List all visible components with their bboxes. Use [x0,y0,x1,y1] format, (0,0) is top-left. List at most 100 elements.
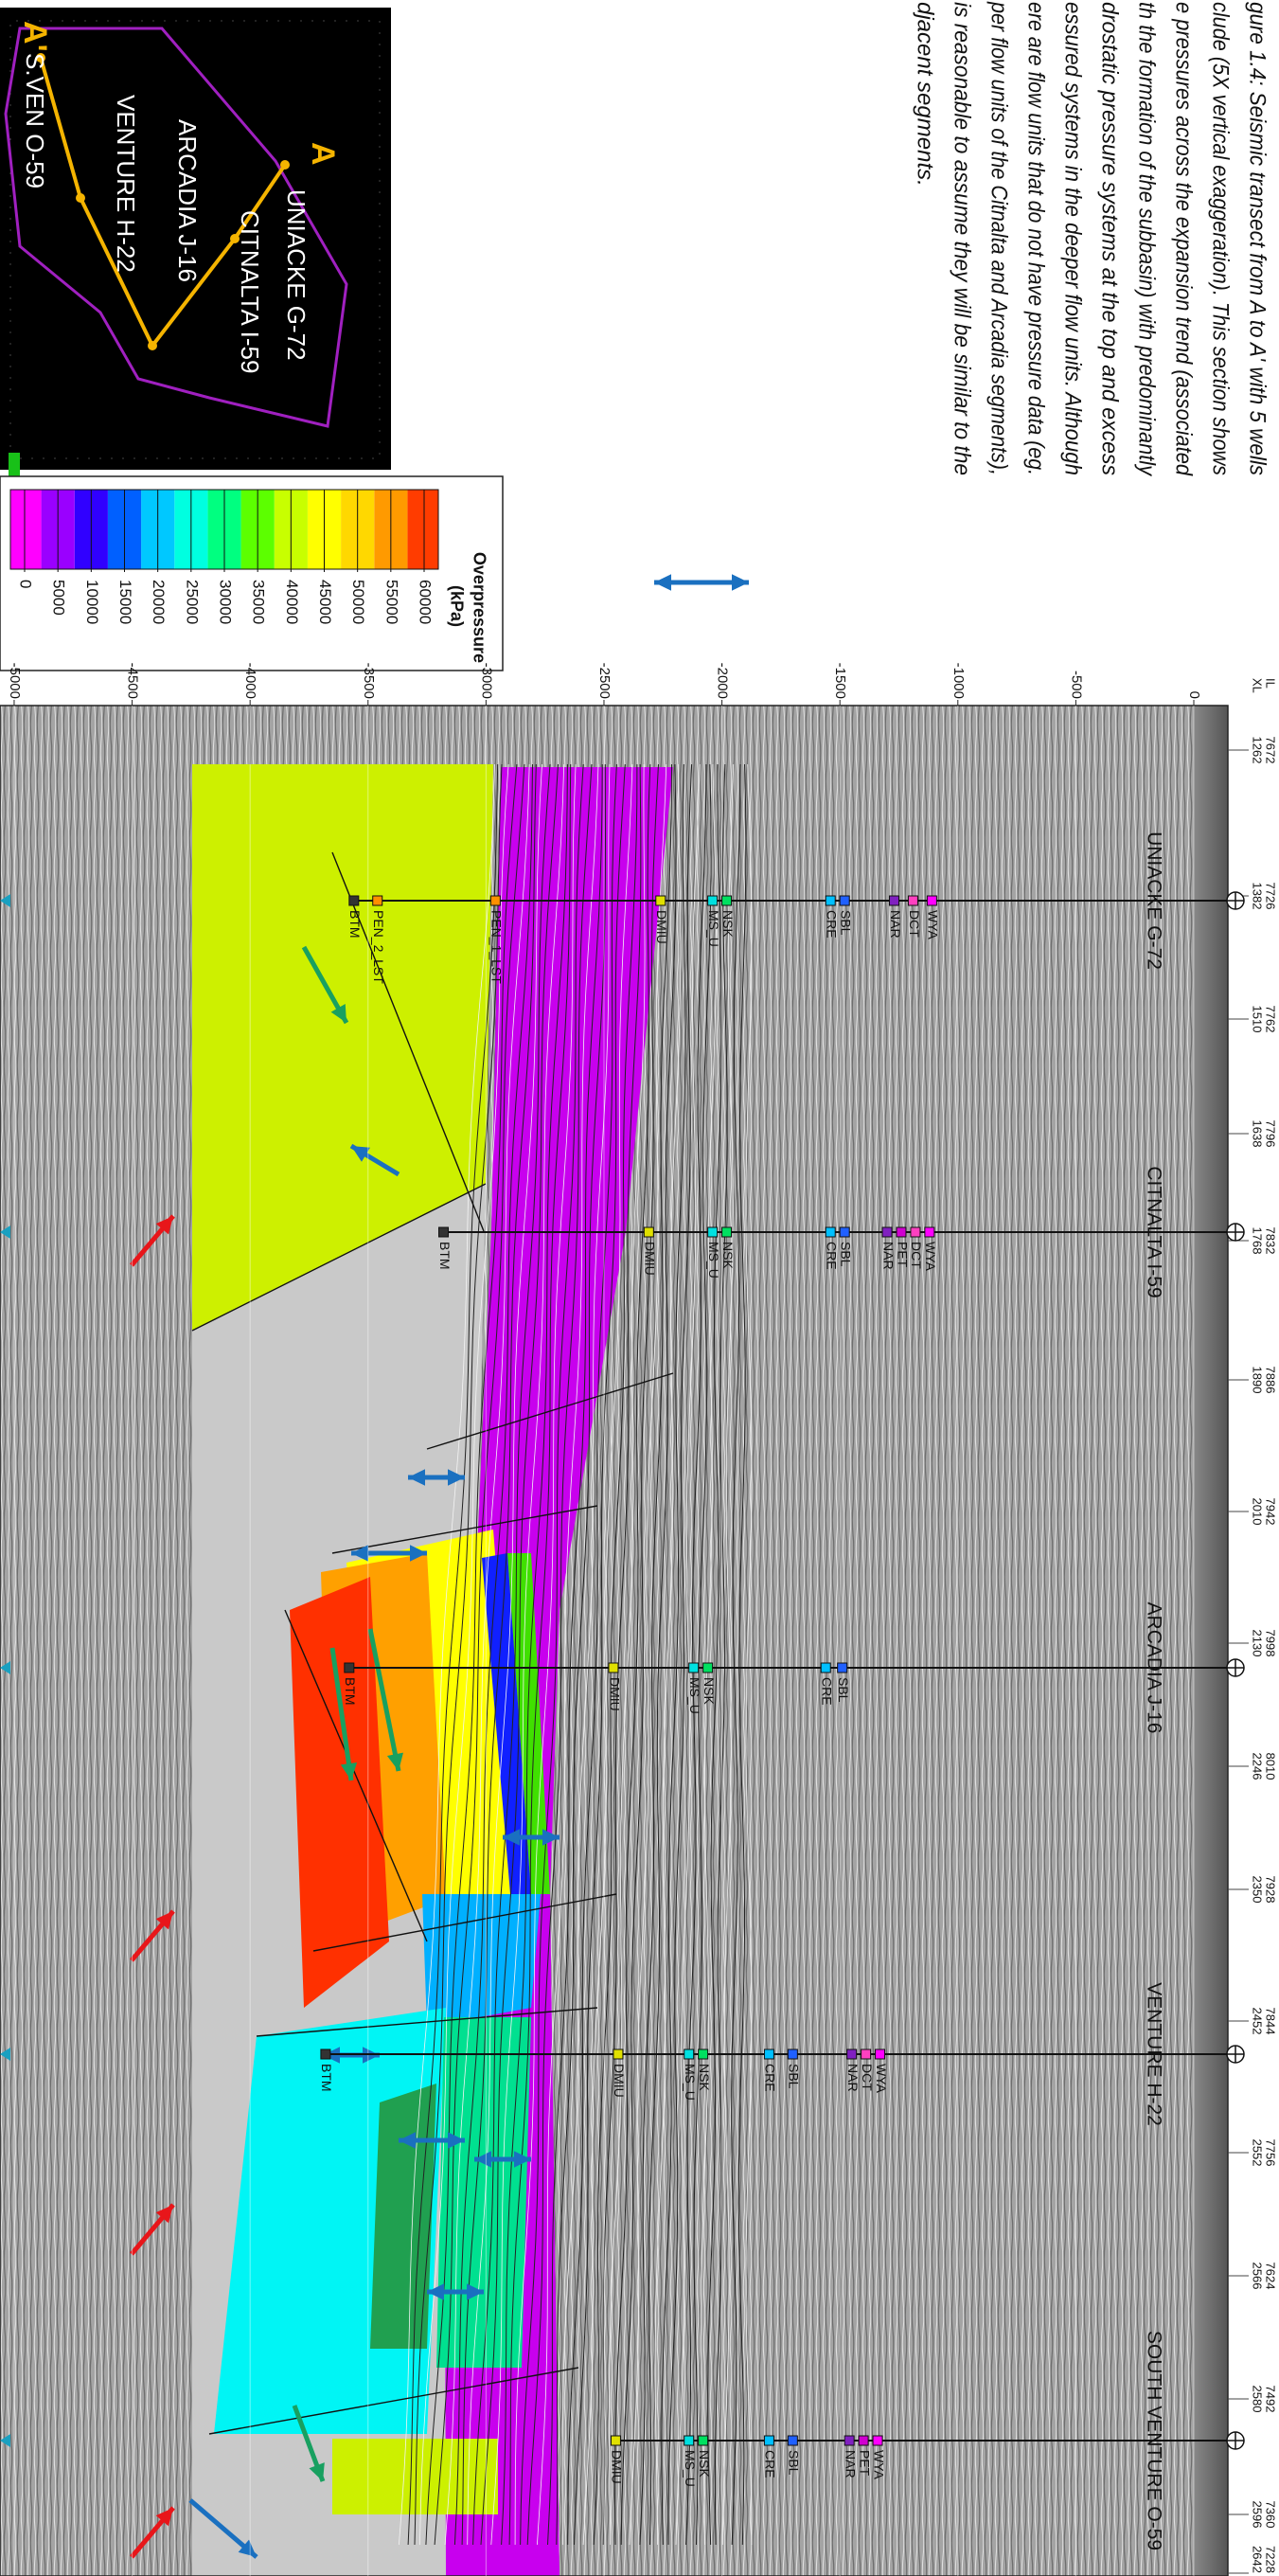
stratum [561,763,611,2546]
formation-label: NSK [702,1677,717,1705]
arrow-head [409,1545,427,1562]
formation-marker [438,1226,450,1238]
arrow-head [447,2132,465,2149]
fault [426,1372,674,1450]
stratum [685,763,707,2546]
formation-label: SBL [787,2450,802,2476]
formation-marker [688,1662,700,1673]
caption-line: djacent segments. [913,2,938,187]
formation-label: NAR [888,910,903,939]
map-label: CITNALTA I-59 [236,210,264,373]
well-triangle [0,894,10,907]
formation-marker [907,895,918,906]
arrow-head [513,2151,531,2168]
formation-label: CRE [763,2064,778,2092]
formation-marker [320,2048,331,2060]
y-tick-label: -3500 [361,663,377,699]
stratum [620,763,659,2546]
arrow-head [238,2539,257,2557]
fault [331,1505,598,1554]
strata [399,763,753,2546]
stratum [654,763,682,2546]
map-label: VENTURE H-22 [112,95,140,273]
y-tick-label: -1500 [832,663,848,699]
y-tick-label: -500 [1068,671,1084,699]
well-name: UNIACKE G-72 [1143,832,1164,970]
trace-label: 2350 [1251,1876,1265,1904]
arrow [329,1647,354,1781]
stratum [648,763,677,2546]
well-triangle [0,2434,10,2447]
trace-label: 7844 [1264,2008,1278,2035]
trace-label: 7998 [1264,1630,1278,1657]
y-tick-label: -2500 [596,663,613,699]
formation-label: MS_U [706,910,721,947]
trace-label: 2596 [1251,2501,1265,2529]
axis-label: XL [1251,678,1265,693]
arrow-head [351,1146,370,1162]
legend-label: 0 [17,580,35,588]
legend-label: 40000 [283,580,301,624]
formation-marker [787,2048,798,2060]
stratum [731,763,741,2546]
well-triangle [0,2048,10,2061]
arrow-head [447,1469,465,1486]
fault [256,2007,598,2037]
stratum [700,763,718,2546]
faults [191,851,674,2435]
trace-label: 7228 [1264,2546,1278,2573]
arrow [367,1628,401,1772]
legend-label: 5000 [50,580,68,616]
map-label: A' [17,21,53,52]
stratum [582,763,633,2546]
trace-label: 7492 [1264,2386,1278,2413]
formation-label: DMIU [612,2064,627,2098]
stratum [399,763,495,2546]
trace-label: 7756 [1264,2139,1278,2167]
arrow-head [408,1469,426,1486]
formation-marker [825,895,836,906]
formation-marker [872,2435,883,2446]
formation-label: BTM [319,2064,334,2092]
map-well [280,160,290,170]
arrow-head [654,574,672,591]
stratum [737,763,747,2546]
map-well [230,234,240,243]
formation-label: CRE [825,1242,840,1270]
caption-line: th the formation of the subbasin) with p… [1134,2,1160,477]
well-triangle [0,1225,10,1239]
pressure-fill [332,2439,498,2514]
stratum [661,763,686,2546]
formation-label: SBL [838,910,853,936]
stratum [526,763,593,2546]
formation-marker [926,895,937,906]
formation-label: DMIU [654,910,669,944]
formation-label: SBL [787,2064,802,2089]
stratum [467,763,542,2546]
well-symbol [1227,1659,1244,1676]
formation-label: MS_U [683,2064,698,2101]
formation-label: DMIU [607,1677,622,1711]
formation-marker [846,2048,858,2060]
arrow-head [330,1004,346,1023]
well-symbol [1227,892,1244,909]
stratum [567,763,617,2546]
stratum [537,763,599,2546]
formation-label: WYA [871,2450,886,2480]
map-outline [4,27,348,428]
arrow-head [731,574,749,591]
legend-title: Overpressure [470,552,489,663]
pressure-fill [507,1553,550,1894]
formation-label: MS_U [706,1242,721,1279]
pressure-fill [192,764,493,1331]
formation-label: SBL [836,1677,851,1703]
formation-marker [684,2048,695,2060]
trace-label: 1638 [1251,1120,1265,1148]
trace-label: 7796 [1264,1120,1278,1148]
caption-line: per flow units of the Citnalta and Arcad… [986,1,1012,475]
legend-label: 45000 [316,580,334,624]
well-name: VENTURE H-22 [1143,1982,1164,2126]
trace-label: 2566 [1251,2263,1265,2290]
arrow-head [542,1829,560,1846]
